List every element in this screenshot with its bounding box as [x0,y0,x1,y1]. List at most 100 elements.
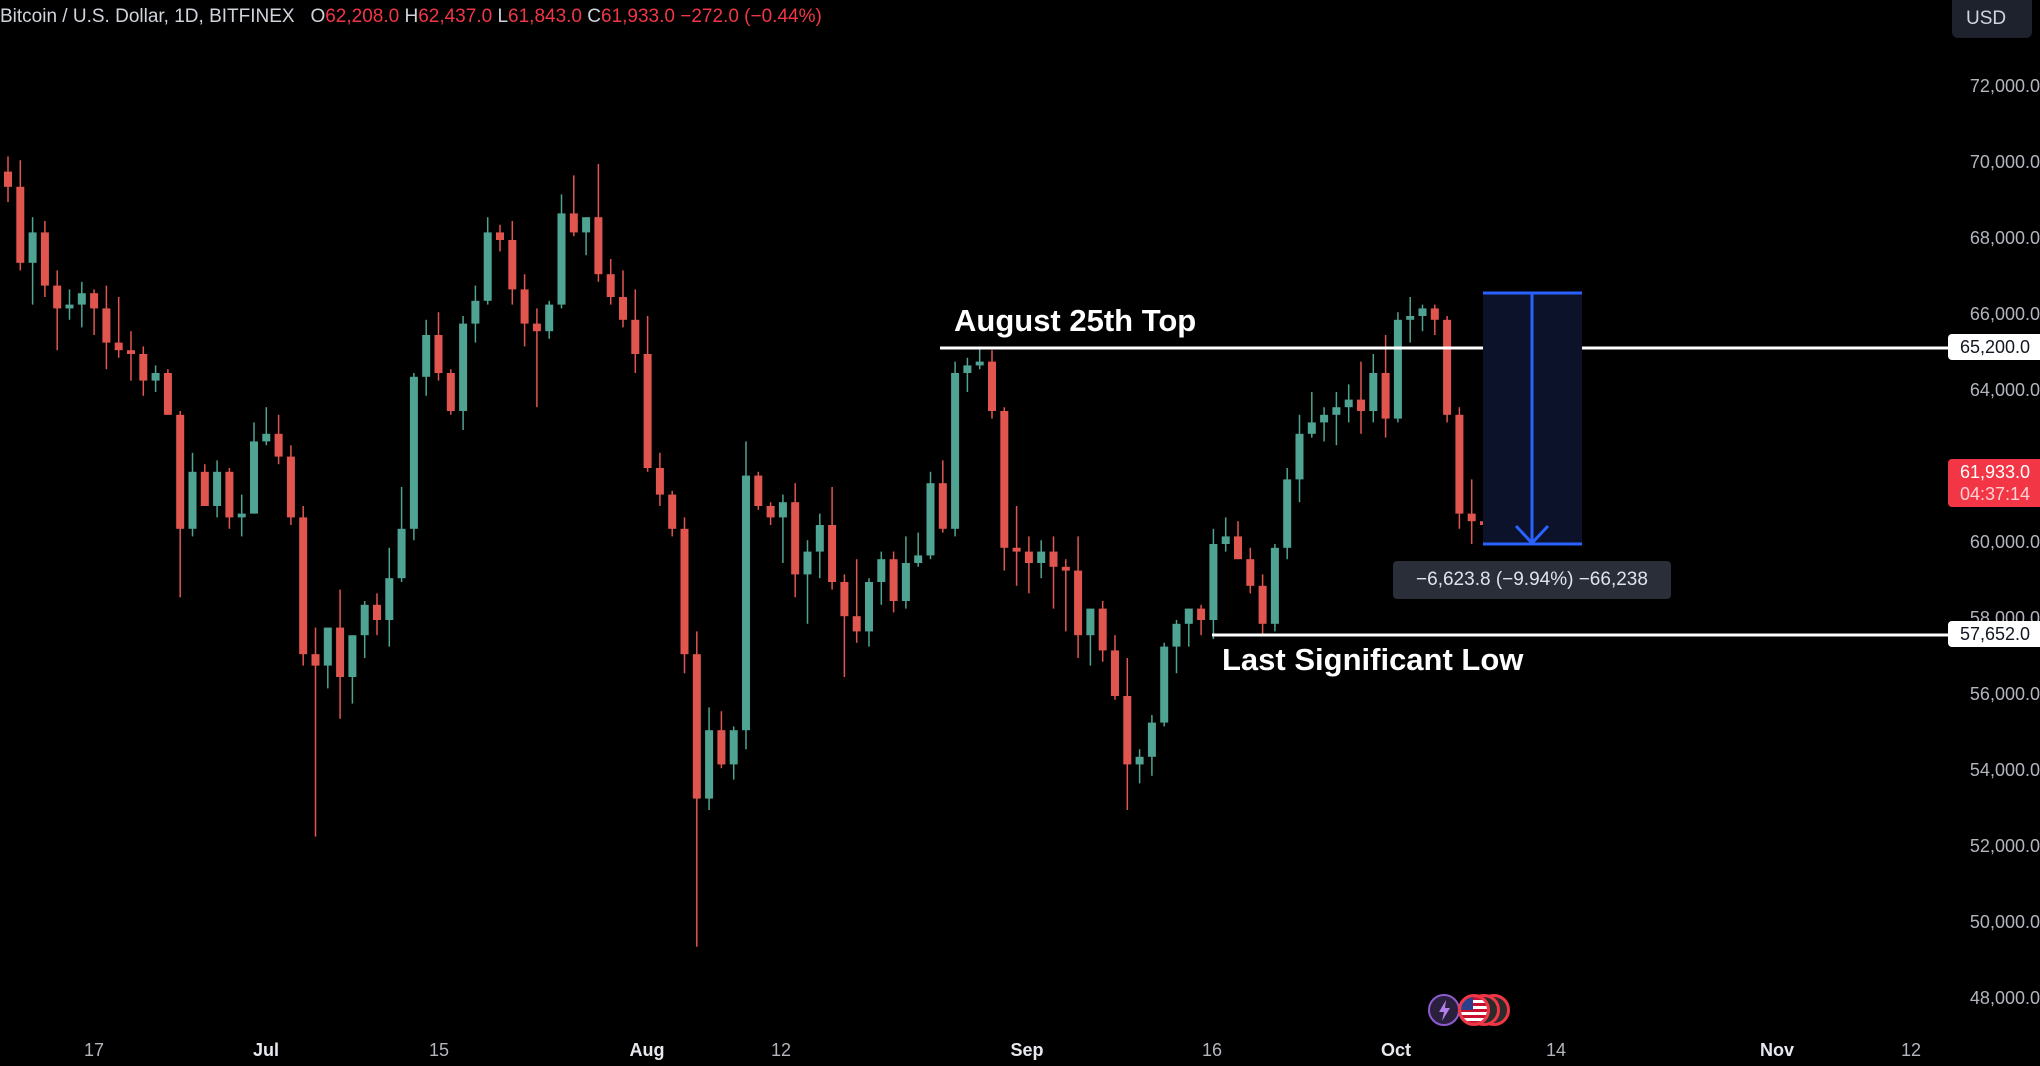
candle[interactable] [1123,658,1132,810]
candle[interactable] [606,259,615,305]
candle[interactable] [200,464,209,506]
candle[interactable] [102,285,111,370]
candle[interactable] [225,468,234,529]
candle[interactable] [754,471,763,510]
candle[interactable] [434,312,443,381]
candle[interactable] [483,217,492,305]
candle[interactable] [668,490,677,537]
candle[interactable] [828,487,837,590]
candle[interactable] [1369,354,1378,423]
candle[interactable] [557,194,566,309]
candle[interactable] [286,445,295,525]
candle[interactable] [778,494,787,563]
candle[interactable] [422,319,431,396]
candle[interactable] [520,274,529,347]
candle[interactable] [803,540,812,624]
candle[interactable] [409,373,418,541]
candle[interactable] [28,217,37,305]
candle[interactable] [1024,536,1033,594]
candle[interactable] [914,532,923,567]
candle[interactable] [852,559,861,643]
candle[interactable] [865,578,873,647]
candle[interactable] [1320,407,1329,442]
candle[interactable] [840,574,849,677]
candle[interactable] [1455,407,1464,529]
candle[interactable] [951,361,960,537]
candle[interactable] [1418,304,1427,332]
candle[interactable] [139,346,148,396]
candle[interactable] [1258,574,1267,636]
candle[interactable] [262,407,271,446]
lightning-icon[interactable] [1428,994,1460,1026]
candle[interactable] [163,369,172,415]
candle[interactable] [889,551,898,613]
candle[interactable] [127,331,135,381]
candle[interactable] [1012,506,1021,586]
candle[interactable] [1357,361,1365,434]
candle[interactable] [1221,517,1230,552]
candle[interactable] [582,217,591,256]
candle[interactable] [655,452,664,506]
candle[interactable] [1234,521,1242,560]
candle[interactable] [938,460,947,533]
candle[interactable] [40,221,49,297]
candle[interactable] [1135,749,1144,784]
candle[interactable] [299,506,308,666]
currency-button[interactable]: USD [1952,0,2032,38]
candle[interactable] [323,627,332,689]
candle[interactable] [336,589,345,719]
candle[interactable] [508,221,517,305]
candle[interactable] [815,513,824,579]
candle[interactable] [1172,620,1181,674]
candle[interactable] [1406,297,1415,343]
candle[interactable] [496,224,504,252]
candle[interactable] [901,536,910,609]
candle[interactable] [16,160,25,271]
candle[interactable] [1209,528,1218,639]
candle[interactable] [729,726,738,780]
candle[interactable] [90,289,99,335]
candle[interactable] [1061,559,1070,632]
candle[interactable] [680,517,689,674]
candle[interactable] [311,627,320,837]
august-top-annotation[interactable]: August 25th Top [954,303,1197,338]
symbol-header[interactable]: Bitcoin / U.S. Dollar, 1D, BITFINEX O62,… [0,6,822,28]
candle[interactable] [717,711,726,769]
significant-low-annotation[interactable]: Last Significant Low [1222,642,1524,677]
candle[interactable] [1381,335,1390,438]
candle[interactable] [1184,608,1193,647]
candle[interactable] [1246,547,1255,594]
candle[interactable] [53,270,62,351]
candle[interactable] [1086,608,1095,666]
candle[interactable] [274,414,283,465]
candle[interactable] [360,601,369,658]
candle[interactable] [1270,544,1279,632]
candle[interactable] [643,316,652,472]
candle[interactable] [963,357,972,392]
candle[interactable] [4,156,12,202]
candle[interactable] [631,289,640,373]
candle[interactable] [766,502,775,525]
candle[interactable] [545,300,554,339]
candle[interactable] [1160,642,1169,727]
candle[interactable] [176,411,185,598]
candle[interactable] [348,635,357,704]
candle[interactable] [532,308,541,408]
candle[interactable] [397,487,406,582]
candle[interactable] [975,346,984,370]
candle[interactable] [569,175,578,237]
candle[interactable] [1098,601,1107,662]
candle[interactable] [1307,392,1316,438]
candle[interactable] [1037,540,1046,579]
candle[interactable] [1000,407,1009,571]
us-flag-icon[interactable] [1458,994,1490,1026]
candle[interactable] [1111,635,1119,700]
candle[interactable] [1430,304,1439,335]
candle[interactable] [619,270,627,328]
candle[interactable] [77,281,86,328]
candle[interactable] [1443,316,1452,423]
candle[interactable] [373,593,381,636]
candle[interactable] [705,707,714,810]
candle[interactable] [692,631,701,947]
candle[interactable] [1147,715,1156,776]
